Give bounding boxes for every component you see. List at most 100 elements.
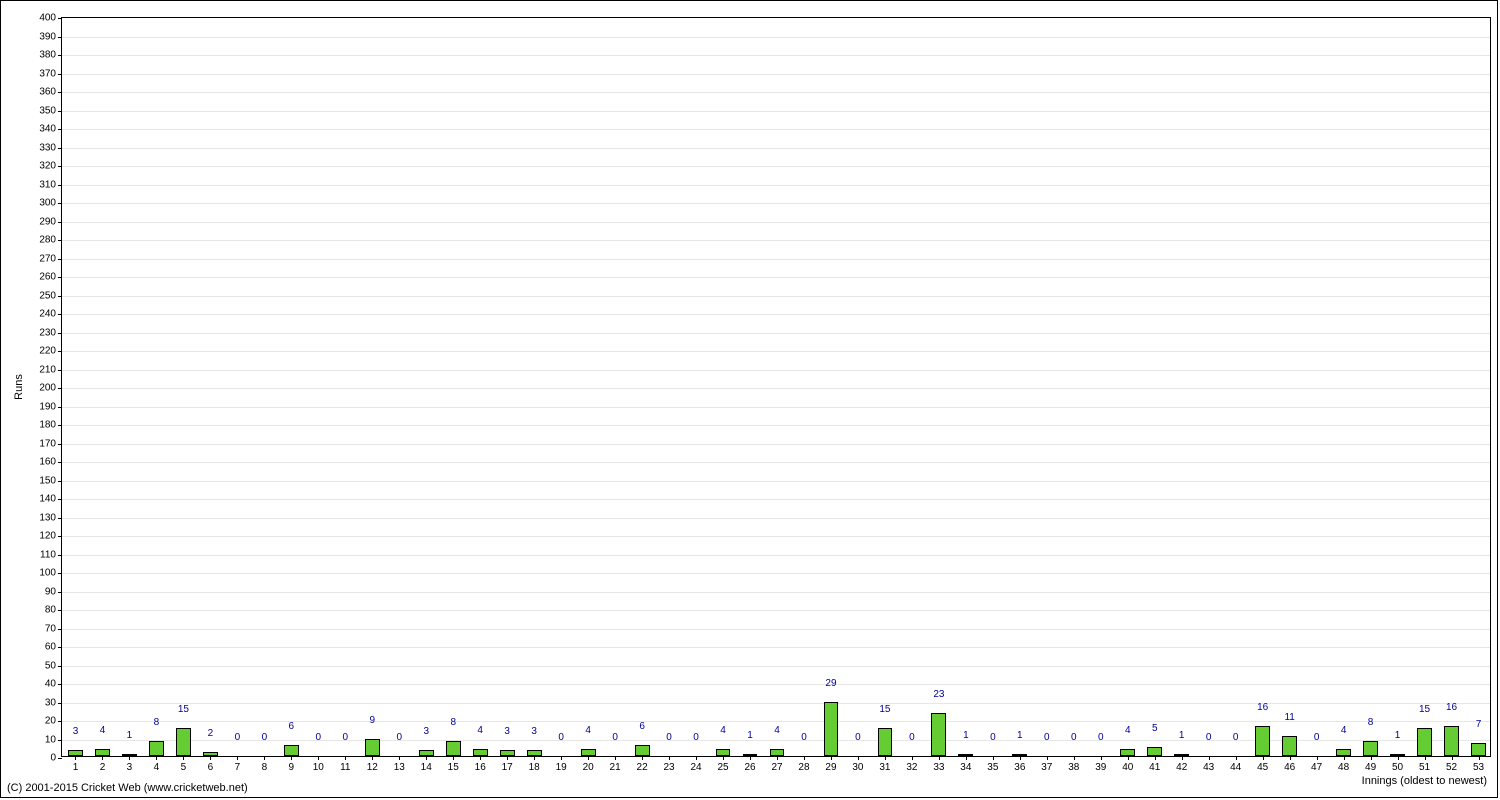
bar <box>1390 754 1405 756</box>
y-tick-mark <box>58 129 62 130</box>
x-tick-mark <box>669 756 670 760</box>
x-tick-mark <box>345 756 346 760</box>
x-tick-label: 3 <box>127 762 133 773</box>
y-tick-label: 160 <box>39 457 56 468</box>
x-tick-mark <box>1344 756 1345 760</box>
bar <box>1174 754 1189 756</box>
bar <box>500 750 515 756</box>
bar-value-label: 4 <box>774 725 780 736</box>
bar <box>878 728 893 756</box>
x-tick-mark <box>561 756 562 760</box>
bar <box>176 728 191 756</box>
y-tick-mark <box>58 148 62 149</box>
y-tick-label: 40 <box>45 679 56 690</box>
x-tick-label: 17 <box>502 762 513 773</box>
x-tick-mark <box>804 756 805 760</box>
y-tick-label: 360 <box>39 87 56 98</box>
x-tick-mark <box>534 756 535 760</box>
x-tick-label: 51 <box>1419 762 1430 773</box>
x-tick-label: 27 <box>771 762 782 773</box>
bar <box>743 754 758 756</box>
x-tick-mark <box>588 756 589 760</box>
y-tick-mark <box>58 629 62 630</box>
x-tick-mark <box>912 756 913 760</box>
bar-value-label: 0 <box>909 732 915 743</box>
x-tick-mark <box>183 756 184 760</box>
bar-value-label: 4 <box>585 725 591 736</box>
bar-value-label: 1 <box>963 730 969 741</box>
bar-value-label: 7 <box>1476 719 1482 730</box>
x-axis-title: Innings (oldest to newest) <box>1362 775 1487 787</box>
y-tick-label: 50 <box>45 660 56 671</box>
gridline <box>62 222 1490 223</box>
bar-value-label: 0 <box>343 732 349 743</box>
gridline <box>62 536 1490 537</box>
x-tick-label: 32 <box>906 762 917 773</box>
x-tick-mark <box>1182 756 1183 760</box>
bar-value-label: 0 <box>1206 732 1212 743</box>
x-tick-label: 43 <box>1203 762 1214 773</box>
y-tick-label: 60 <box>45 642 56 653</box>
x-tick-label: 37 <box>1041 762 1052 773</box>
bar-value-label: 23 <box>933 689 944 700</box>
x-tick-mark <box>1128 756 1129 760</box>
bar <box>958 754 973 756</box>
bar <box>446 741 461 756</box>
x-tick-mark <box>696 756 697 760</box>
y-tick-mark <box>58 536 62 537</box>
bar-value-label: 0 <box>1044 732 1050 743</box>
x-tick-label: 24 <box>690 762 701 773</box>
y-tick-label: 250 <box>39 290 56 301</box>
x-tick-label: 2 <box>100 762 106 773</box>
x-tick-label: 26 <box>744 762 755 773</box>
gridline <box>62 592 1490 593</box>
x-tick-label: 28 <box>798 762 809 773</box>
x-tick-mark <box>777 756 778 760</box>
y-tick-label: 200 <box>39 383 56 394</box>
bar-value-label: 3 <box>504 726 510 737</box>
y-tick-label: 380 <box>39 50 56 61</box>
y-tick-mark <box>58 314 62 315</box>
gridline <box>62 333 1490 334</box>
x-tick-label: 46 <box>1284 762 1295 773</box>
y-tick-mark <box>58 351 62 352</box>
x-tick-mark <box>1290 756 1291 760</box>
x-tick-mark <box>1263 756 1264 760</box>
bar-value-label: 0 <box>1233 732 1239 743</box>
x-tick-label: 21 <box>610 762 621 773</box>
x-tick-mark <box>1155 756 1156 760</box>
x-tick-label: 34 <box>960 762 971 773</box>
bar <box>203 752 218 756</box>
bar-value-label: 1 <box>1395 730 1401 741</box>
gridline <box>62 351 1490 352</box>
y-tick-mark <box>58 92 62 93</box>
y-tick-mark <box>58 481 62 482</box>
bar-value-label: 6 <box>639 721 645 732</box>
gridline <box>62 259 1490 260</box>
bar-value-label: 0 <box>396 732 402 743</box>
y-tick-mark <box>58 296 62 297</box>
x-tick-label: 25 <box>717 762 728 773</box>
x-tick-mark <box>480 756 481 760</box>
y-tick-label: 280 <box>39 235 56 246</box>
x-tick-label: 33 <box>933 762 944 773</box>
y-tick-label: 150 <box>39 475 56 486</box>
y-tick-label: 330 <box>39 142 56 153</box>
gridline <box>62 499 1490 500</box>
y-tick-mark <box>58 703 62 704</box>
x-tick-mark <box>1398 756 1399 760</box>
x-tick-mark <box>993 756 994 760</box>
y-tick-mark <box>58 407 62 408</box>
x-tick-label: 7 <box>235 762 241 773</box>
bar <box>716 749 731 756</box>
bar <box>95 749 110 756</box>
y-tick-mark <box>58 259 62 260</box>
y-tick-label: 240 <box>39 309 56 320</box>
gridline <box>62 573 1490 574</box>
gridline <box>62 370 1490 371</box>
x-tick-mark <box>426 756 427 760</box>
y-axis-title: Runs <box>13 374 25 400</box>
y-tick-mark <box>58 444 62 445</box>
x-tick-label: 22 <box>637 762 648 773</box>
bar <box>1471 743 1486 756</box>
